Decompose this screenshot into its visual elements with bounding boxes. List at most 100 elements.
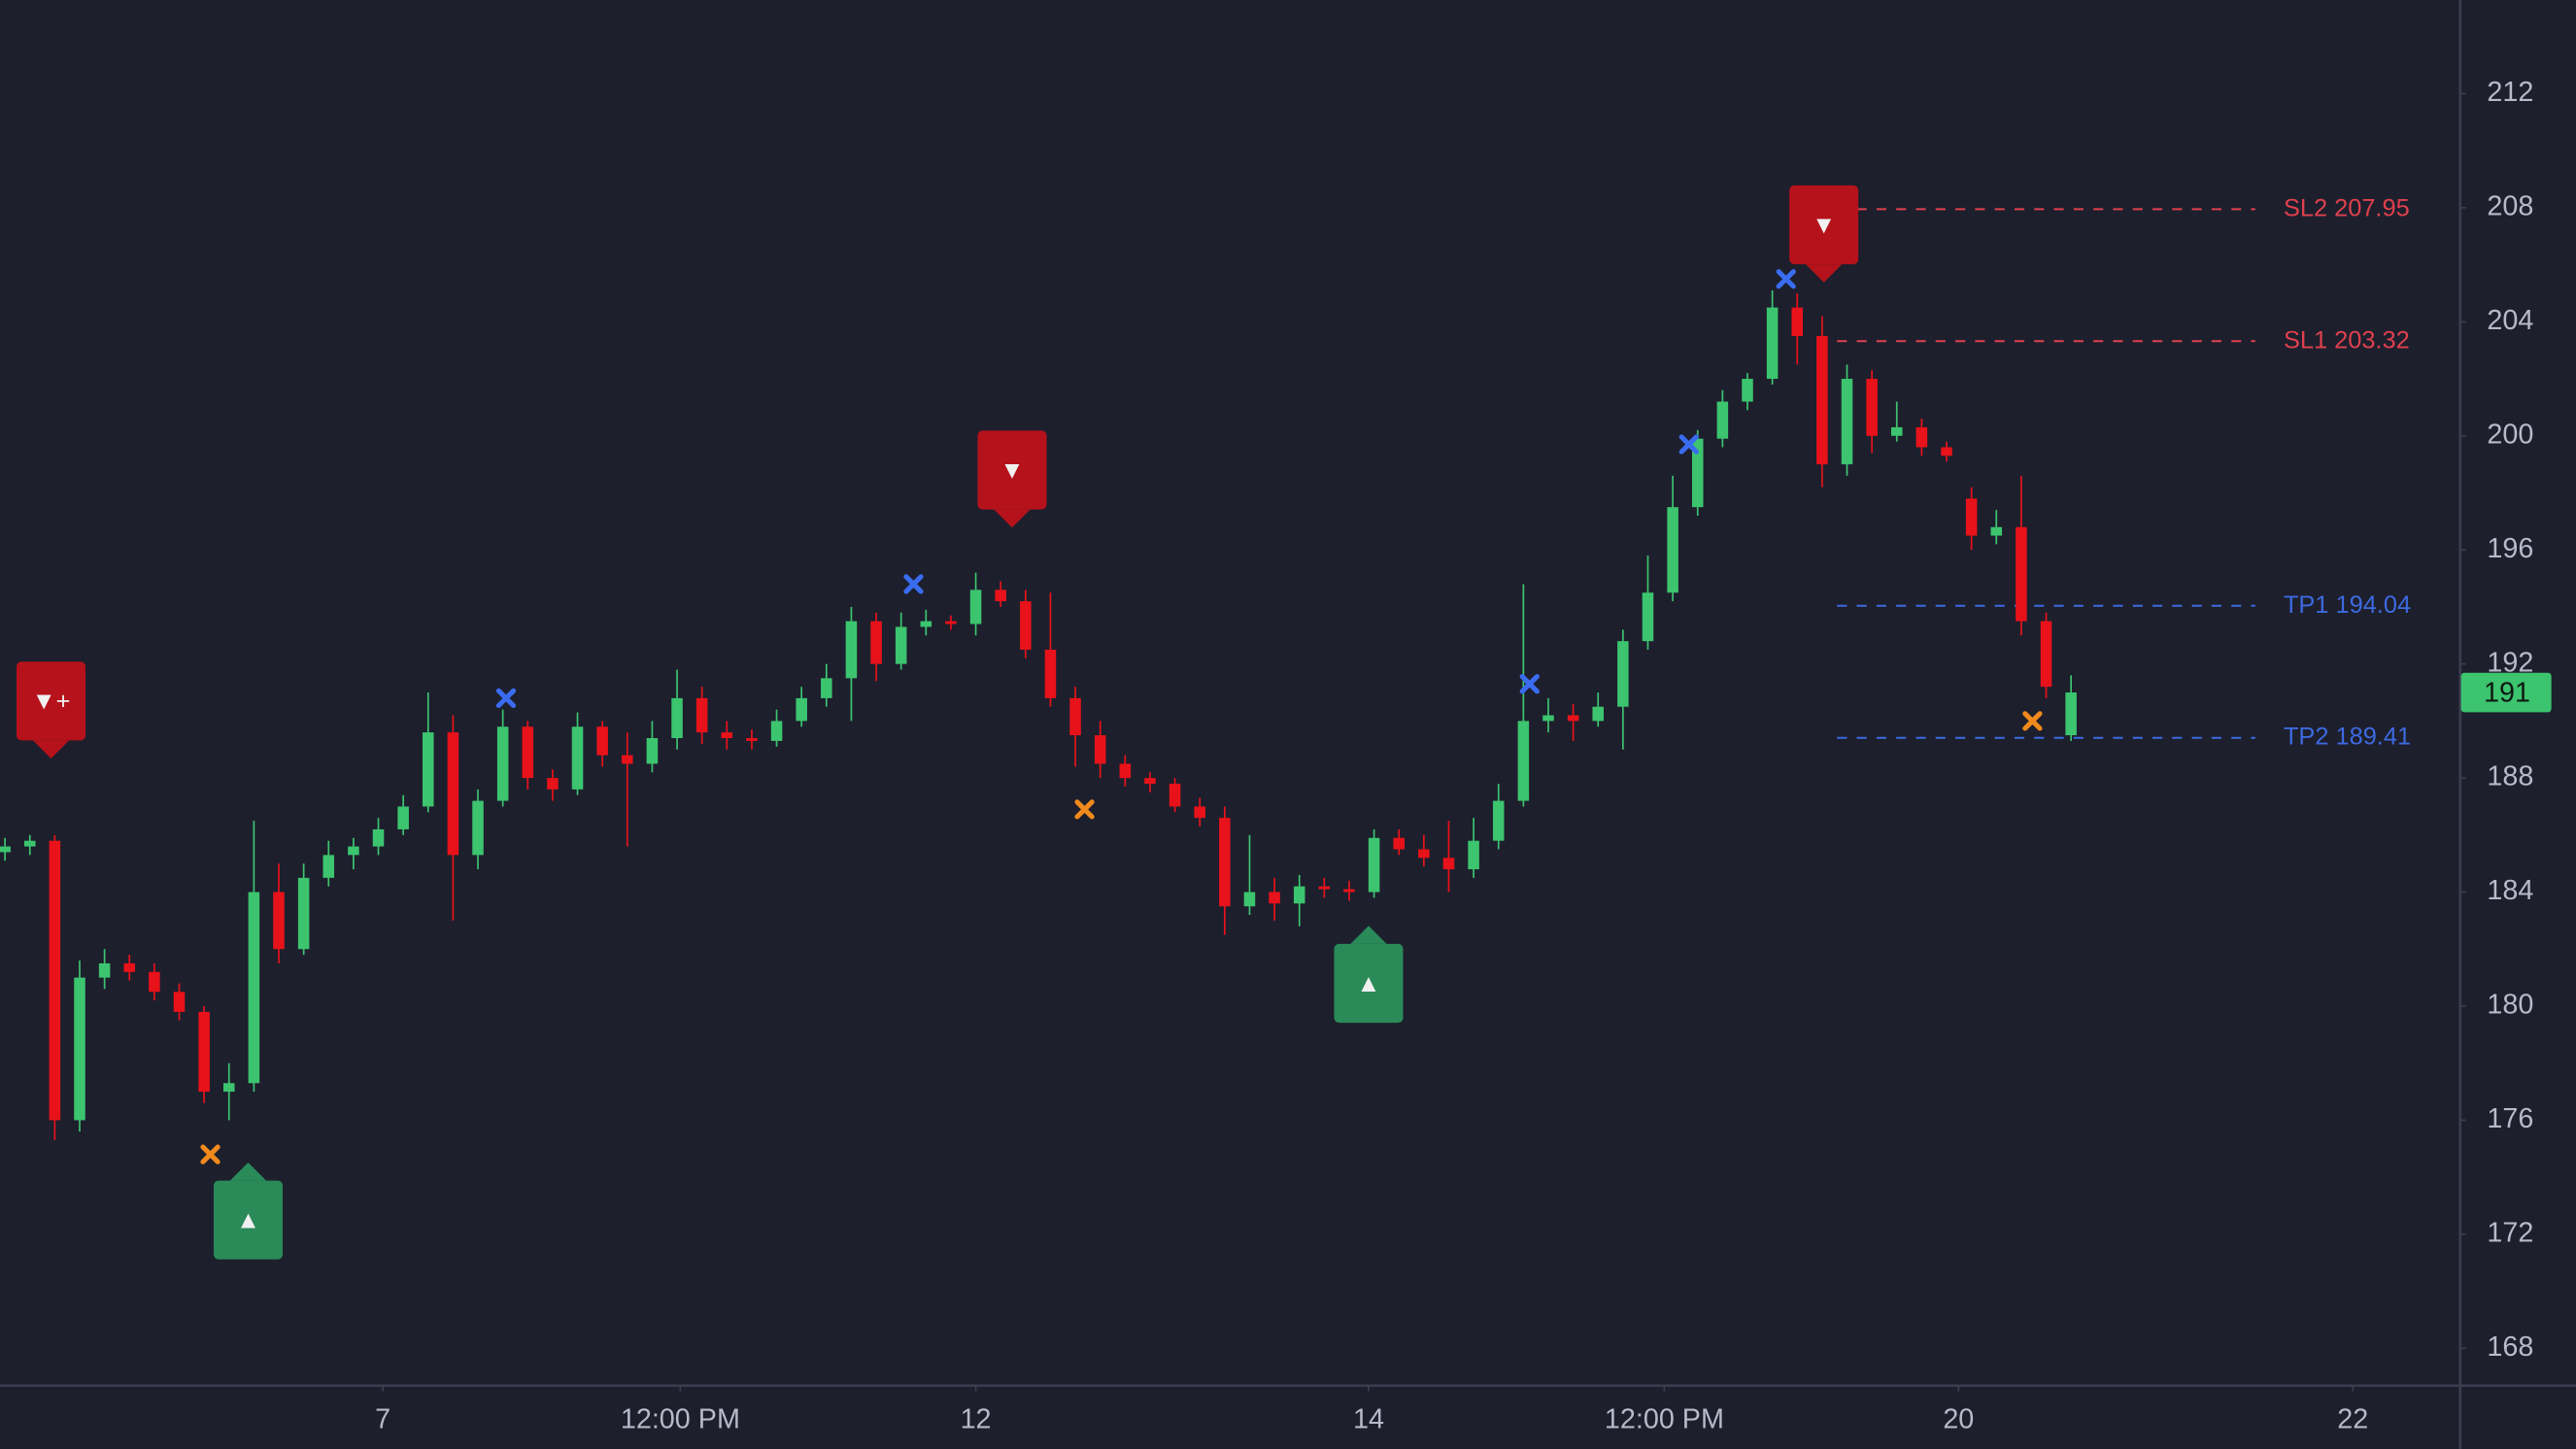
cross-stroke bbox=[2022, 711, 2043, 731]
candle-body bbox=[372, 828, 385, 847]
candle-body bbox=[2065, 692, 2077, 736]
level-name: SL2 bbox=[2284, 194, 2327, 221]
last-price-box bbox=[2460, 672, 2552, 713]
signal-box bbox=[1334, 943, 1404, 1024]
signal-marker: ▼+ bbox=[17, 661, 86, 759]
cross-stroke bbox=[1519, 674, 1540, 694]
candle-body bbox=[1667, 507, 1678, 593]
signal-pointer bbox=[229, 1163, 267, 1181]
signal-box bbox=[17, 661, 86, 741]
cross-stroke bbox=[1776, 269, 1796, 289]
candle-body bbox=[1617, 641, 1629, 707]
candle-body bbox=[596, 726, 608, 756]
signal-pointer bbox=[1350, 926, 1387, 944]
candle-body bbox=[1766, 307, 1779, 380]
y-tick-label: 196 bbox=[2487, 533, 2533, 564]
cross-marker bbox=[1678, 434, 1699, 455]
candle-body bbox=[1691, 438, 1704, 508]
y-tick-label: 184 bbox=[2487, 875, 2533, 906]
signal-label: ▲ bbox=[236, 1207, 260, 1234]
cross-marker bbox=[200, 1144, 220, 1164]
candle-body bbox=[1243, 892, 1256, 907]
cross-stroke bbox=[495, 688, 517, 709]
candle-body bbox=[1269, 892, 1280, 904]
level-label: SL2 207.95 bbox=[2284, 194, 2410, 221]
level-name: TP1 bbox=[2284, 590, 2329, 618]
candle-body bbox=[1119, 763, 1132, 779]
level-value: 189.41 bbox=[2336, 723, 2412, 750]
signal-box bbox=[977, 430, 1047, 510]
signal-pointer bbox=[1806, 264, 1843, 283]
candle-body bbox=[1965, 498, 1978, 536]
candle-body bbox=[845, 621, 858, 679]
candle-body bbox=[496, 726, 509, 801]
candle-body bbox=[821, 678, 832, 698]
candle-body bbox=[1517, 721, 1530, 801]
candle-body bbox=[945, 621, 957, 624]
candle-body bbox=[1716, 401, 1729, 439]
candle-body bbox=[1368, 837, 1380, 893]
x-tick-label: 14 bbox=[1353, 1404, 1384, 1435]
level-name: TP2 bbox=[2284, 723, 2329, 750]
candle-body bbox=[149, 971, 160, 993]
candle-body bbox=[1044, 649, 1057, 698]
candle-body bbox=[1816, 336, 1828, 465]
candle-body bbox=[1144, 778, 1156, 784]
signal-box bbox=[213, 1180, 284, 1260]
y-tick-label: 208 bbox=[2487, 190, 2533, 221]
y-tick-label: 172 bbox=[2487, 1217, 2533, 1248]
candle-body bbox=[23, 840, 36, 847]
candle-body bbox=[1468, 840, 1479, 870]
level-label: TP2 189.41 bbox=[2284, 723, 2411, 750]
candle-body bbox=[397, 806, 409, 829]
candle-body bbox=[1169, 783, 1181, 807]
cross-marker bbox=[1776, 269, 1796, 289]
candle-body bbox=[1442, 858, 1455, 870]
candle-body bbox=[123, 962, 136, 972]
level-label: TP1 194.04 bbox=[2284, 590, 2411, 618]
candle-body bbox=[1194, 806, 1205, 819]
cross-stroke bbox=[903, 574, 924, 594]
candle-body bbox=[2040, 621, 2052, 688]
candle-body bbox=[1990, 526, 2003, 536]
candle-body bbox=[1866, 379, 1878, 436]
candle-body bbox=[1742, 379, 1753, 402]
candle-body bbox=[2016, 526, 2027, 622]
candle-body bbox=[770, 721, 783, 741]
signal-label: ▼ bbox=[1000, 456, 1024, 484]
candle-body bbox=[895, 626, 907, 664]
cross-marker bbox=[903, 574, 924, 594]
signal-label: ▼+ bbox=[32, 688, 71, 715]
candle-body bbox=[273, 892, 285, 950]
candle-body bbox=[1293, 886, 1305, 904]
candle-body bbox=[995, 590, 1006, 602]
y-tick-label: 168 bbox=[2487, 1331, 2533, 1363]
candle-body bbox=[1567, 715, 1579, 722]
candle-body bbox=[721, 732, 733, 738]
candle-body bbox=[870, 621, 882, 664]
signal-label: ▲ bbox=[1356, 970, 1380, 997]
x-tick-label: 12 bbox=[961, 1404, 992, 1435]
candle-body bbox=[1915, 426, 1928, 448]
candle-body bbox=[222, 1083, 235, 1093]
candle-body bbox=[1393, 837, 1405, 850]
candle-body bbox=[920, 621, 932, 627]
candle-body bbox=[74, 977, 85, 1121]
candle-body bbox=[969, 590, 982, 624]
candle-body bbox=[173, 992, 186, 1012]
signal-box bbox=[1789, 185, 1859, 265]
y-tick-label: 176 bbox=[2487, 1103, 2533, 1134]
cross-stroke bbox=[1074, 799, 1095, 820]
candle-body bbox=[198, 1011, 210, 1093]
candle-body bbox=[1642, 592, 1654, 642]
last-price-label: 191 bbox=[2484, 677, 2530, 708]
level-value: 207.95 bbox=[2334, 194, 2410, 221]
candle-body bbox=[1020, 601, 1032, 650]
candle-body bbox=[1542, 715, 1554, 722]
candle-body bbox=[348, 846, 359, 856]
candle-body bbox=[322, 855, 335, 878]
candle-body bbox=[1941, 447, 1952, 456]
candle-body bbox=[796, 697, 807, 722]
cross-marker bbox=[2022, 711, 2043, 731]
